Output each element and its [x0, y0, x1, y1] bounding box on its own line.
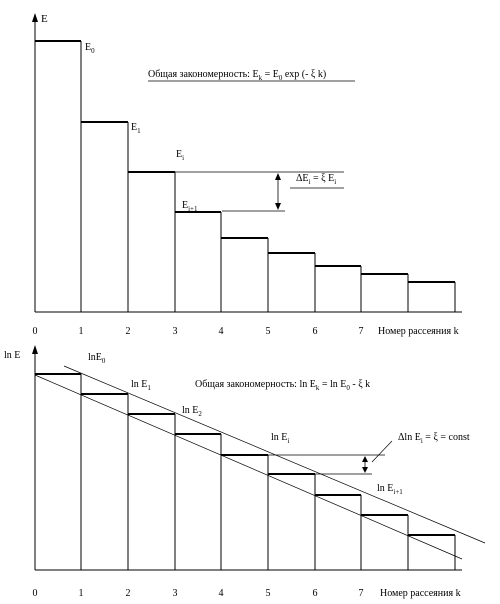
top-panel: E Номер рассеяния k 0 1 2 3 4 5 6 7 E0 E1 Ei Ei…	[32, 13, 462, 337]
top-x-tick-2: 2	[126, 326, 131, 337]
top-x-tick-3: 3	[173, 326, 178, 337]
top-delta-label: ΔEi = ξ Ei	[296, 173, 336, 186]
top-y-axis-label: E	[41, 13, 48, 25]
top-step-bars	[35, 40, 456, 312]
bottom-level-label-e0: lnE0	[88, 352, 106, 365]
bottom-x-tick-7: 7	[359, 588, 364, 599]
bottom-delta-arrow-up	[362, 456, 368, 462]
bottom-x-tick-3: 3	[173, 588, 178, 599]
top-x-tick-1: 1	[79, 326, 84, 337]
top-x-tick-6: 6	[313, 326, 318, 337]
bottom-x-tick-2: 2	[126, 588, 131, 599]
bottom-x-tick-0: 0	[33, 588, 38, 599]
bottom-x-axis-label: Номер рассеяния k	[380, 588, 461, 599]
bottom-panel: ln E Номер рассеяния k 0 1 2 3 4 5 6 7 lnE0 ln …	[4, 345, 486, 599]
top-level-label-e0: E0	[85, 42, 95, 55]
bottom-upper-envelope-line	[63, 365, 486, 544]
top-level-label-e1: E1	[131, 122, 141, 135]
bottom-x-tick-1: 1	[79, 588, 84, 599]
top-x-tick-0: 0	[33, 326, 38, 337]
bottom-x-tick-4: 4	[219, 588, 224, 599]
bottom-formula: Общая закономерность: ln Ek = ln E0 - ξ …	[195, 379, 370, 392]
bottom-y-axis-arrow	[32, 345, 38, 354]
bottom-x-tick-labels: 0 1 2 3 4 5 6 7	[33, 588, 364, 599]
top-level-label-ei: Ei	[176, 149, 184, 162]
top-x-tick-4: 4	[219, 326, 224, 337]
top-x-axis-label: Номер рассеяния k	[378, 326, 459, 337]
bottom-level-label-e1: ln E1	[131, 379, 151, 392]
bottom-level-label-e2: ln E2	[182, 405, 202, 418]
top-x-tick-5: 5	[266, 326, 271, 337]
top-delta-arrow-down	[275, 203, 281, 210]
bottom-step-bars	[35, 373, 456, 570]
bottom-level-label-ei: ln Ei	[271, 432, 289, 445]
top-level-label-ei1: Ei+1	[182, 200, 198, 213]
bottom-x-tick-6: 6	[313, 588, 318, 599]
bottom-delta-label: Δln Ei = ξ = const	[398, 432, 470, 445]
bottom-level-label-ei1: ln Ei+1	[377, 483, 403, 496]
bottom-lower-envelope-line	[34, 374, 463, 560]
top-x-tick-7: 7	[359, 326, 364, 337]
bottom-x-tick-5: 5	[266, 588, 271, 599]
top-formula: Общая закономерность: Ek = E0 exp (- ξ k…	[148, 69, 326, 82]
bottom-y-axis-label: ln E	[4, 350, 20, 361]
top-y-axis-arrow	[32, 13, 38, 22]
bottom-delta-leader	[371, 440, 393, 463]
bottom-delta-arrow-down	[362, 467, 368, 473]
top-delta-arrow-up	[275, 173, 281, 180]
top-x-tick-labels: 0 1 2 3 4 5 6 7	[33, 326, 364, 337]
